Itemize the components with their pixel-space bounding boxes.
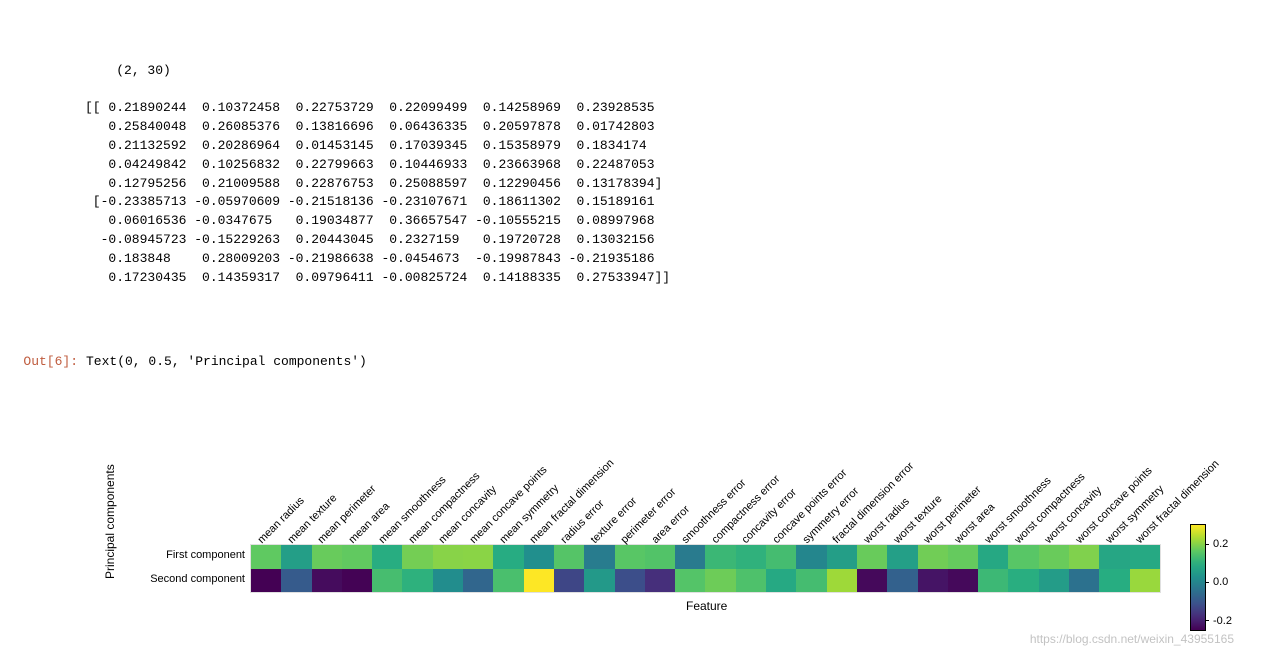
heatmap-cell bbox=[554, 545, 584, 569]
heatmap-cell bbox=[615, 545, 645, 569]
heatmap-cell bbox=[645, 569, 675, 593]
colorbar: 0.20.0-0.2 bbox=[1190, 524, 1206, 631]
shape-line: (2, 30) bbox=[116, 63, 171, 78]
heatmap-cell bbox=[251, 569, 281, 593]
heatmap-cell bbox=[1008, 545, 1038, 569]
heatmap-cell bbox=[615, 569, 645, 593]
print-output: (2, 30) [[ 0.21890244 0.10372458 0.22753… bbox=[10, 5, 1255, 344]
heatmap-cell bbox=[857, 545, 887, 569]
heatmap-cell bbox=[1099, 569, 1129, 593]
heatmap-cell bbox=[978, 545, 1008, 569]
heatmap-cell bbox=[766, 569, 796, 593]
heatmap-cell bbox=[918, 545, 948, 569]
colorbar-tick-label: -0.2 bbox=[1213, 615, 1232, 627]
colorbar-tick-label: 0.0 bbox=[1213, 576, 1228, 588]
x-axis-label: Feature bbox=[686, 599, 727, 613]
heatmap-cell bbox=[524, 569, 554, 593]
heatmap-cell bbox=[251, 545, 281, 569]
heatmap-cell bbox=[1008, 569, 1038, 593]
heatmap-cell bbox=[887, 545, 917, 569]
heatmap-cell bbox=[372, 545, 402, 569]
heatmap-cell bbox=[433, 569, 463, 593]
heatmap-cell bbox=[312, 545, 342, 569]
heatmap-cell bbox=[281, 545, 311, 569]
heatmap-cell bbox=[948, 545, 978, 569]
heatmap-grid bbox=[250, 544, 1161, 593]
heatmap-cell bbox=[736, 545, 766, 569]
heatmap-cell bbox=[1130, 545, 1160, 569]
heatmap-figure: Principal components First component Seco… bbox=[10, 389, 1242, 644]
output-cell: Out[6]: Text(0, 0.5, 'Principal componen… bbox=[10, 354, 1255, 369]
heatmap-cell bbox=[433, 545, 463, 569]
heatmap-cell bbox=[857, 569, 887, 593]
heatmap-cell bbox=[1039, 569, 1069, 593]
heatmap-cell bbox=[827, 545, 857, 569]
y-tick-label: Second component bbox=[115, 573, 245, 585]
heatmap-cell bbox=[675, 569, 705, 593]
heatmap-cell bbox=[584, 569, 614, 593]
heatmap-cell bbox=[493, 569, 523, 593]
heatmap-cell bbox=[948, 569, 978, 593]
heatmap-cell bbox=[645, 545, 675, 569]
heatmap-cell bbox=[402, 569, 432, 593]
heatmap-cell bbox=[1069, 545, 1099, 569]
heatmap-cell bbox=[493, 545, 523, 569]
y-tick-label: First component bbox=[115, 549, 245, 561]
heatmap-cell bbox=[1099, 545, 1129, 569]
out-prompt: Out[6]: bbox=[10, 354, 86, 369]
heatmap-cell bbox=[736, 569, 766, 593]
heatmap-cell bbox=[463, 545, 493, 569]
heatmap-cell bbox=[705, 569, 735, 593]
heatmap-cell bbox=[796, 545, 826, 569]
heatmap-cell bbox=[463, 569, 493, 593]
heatmap-cell bbox=[342, 569, 372, 593]
heatmap-cell bbox=[766, 545, 796, 569]
heatmap-cell bbox=[1130, 569, 1160, 593]
heatmap-cell bbox=[918, 569, 948, 593]
heatmap-cell bbox=[675, 545, 705, 569]
colorbar-tick-label: 0.2 bbox=[1213, 538, 1228, 550]
y-axis-label: Principal components bbox=[103, 464, 117, 579]
heatmap-cell bbox=[554, 569, 584, 593]
heatmap-cell bbox=[402, 545, 432, 569]
heatmap-cell bbox=[524, 545, 554, 569]
heatmap-cell bbox=[1039, 545, 1069, 569]
heatmap-cell bbox=[978, 569, 1008, 593]
heatmap-cell bbox=[312, 569, 342, 593]
heatmap-cell bbox=[281, 569, 311, 593]
heatmap-cell bbox=[705, 545, 735, 569]
out-text: Text(0, 0.5, 'Principal components') bbox=[86, 354, 367, 369]
heatmap-cell bbox=[1069, 569, 1099, 593]
heatmap-cell bbox=[342, 545, 372, 569]
matrix-output: [[ 0.21890244 0.10372458 0.22753729 0.22… bbox=[85, 99, 1255, 287]
heatmap-cell bbox=[372, 569, 402, 593]
heatmap-cell bbox=[887, 569, 917, 593]
heatmap-cell bbox=[796, 569, 826, 593]
watermark-text: https://blog.csdn.net/weixin_43955165 bbox=[1030, 632, 1234, 646]
heatmap-cell bbox=[584, 545, 614, 569]
heatmap-cell bbox=[827, 569, 857, 593]
